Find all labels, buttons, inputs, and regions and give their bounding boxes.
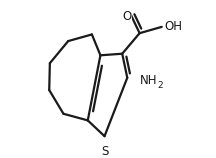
Text: 2: 2 — [158, 81, 163, 90]
Text: O: O — [122, 10, 131, 23]
Text: NH: NH — [140, 74, 157, 87]
Text: S: S — [101, 145, 108, 158]
Text: OH: OH — [165, 20, 183, 33]
